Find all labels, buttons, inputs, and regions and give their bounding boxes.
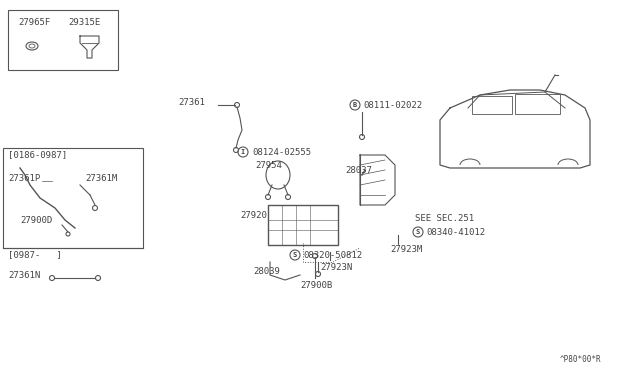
Bar <box>472 96 512 114</box>
Bar <box>8 10 118 70</box>
Bar <box>515 94 560 114</box>
Text: [0987-   ]: [0987- ] <box>8 250 61 260</box>
Text: 27361: 27361 <box>178 97 205 106</box>
Text: I: I <box>241 149 245 155</box>
Text: 27361M: 27361M <box>85 173 117 183</box>
Text: 08340-41012: 08340-41012 <box>426 228 485 237</box>
Text: 27361N: 27361N <box>8 270 40 279</box>
Text: 29315E: 29315E <box>68 17 100 26</box>
Text: 27923N: 27923N <box>320 263 352 273</box>
Text: ^P80*00*R: ^P80*00*R <box>560 356 602 365</box>
Text: 27900D: 27900D <box>20 215 52 224</box>
Text: [0186-0987]: [0186-0987] <box>8 151 67 160</box>
Text: 08111-02022: 08111-02022 <box>363 100 422 109</box>
Text: 08124-02555: 08124-02555 <box>252 148 311 157</box>
Text: 27900B: 27900B <box>300 280 332 289</box>
Text: 27920: 27920 <box>240 211 267 219</box>
Text: 27923M: 27923M <box>390 246 422 254</box>
Text: 27965F: 27965F <box>18 17 51 26</box>
Text: S: S <box>293 252 297 258</box>
Text: S: S <box>416 229 420 235</box>
Text: 28039: 28039 <box>253 267 280 276</box>
Text: 28037: 28037 <box>345 166 372 174</box>
Text: SEE SEC.251: SEE SEC.251 <box>415 214 474 222</box>
Text: 27954: 27954 <box>255 160 282 170</box>
Text: 08320-50812: 08320-50812 <box>303 250 362 260</box>
Text: B: B <box>353 102 357 108</box>
Bar <box>268 205 338 245</box>
Text: 27361P: 27361P <box>8 173 40 183</box>
Bar <box>3 148 143 248</box>
